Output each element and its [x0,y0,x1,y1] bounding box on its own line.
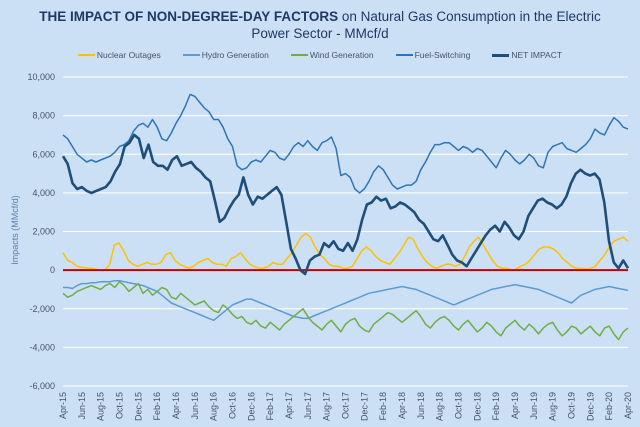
x-tick-label: Aug-17 [322,392,332,421]
x-tick-label: Aug-18 [435,392,445,421]
series-line-fuel-switching [62,93,629,194]
x-tick-label: Jun-16 [190,392,200,420]
y-tick-label: -6,000 [29,381,55,391]
x-tick-label: Aug-15 [96,392,106,421]
x-tick-label: Jun-18 [416,392,426,420]
legend-label: Hydro Generation [201,50,269,60]
y-tick-label: 4,000 [32,188,55,198]
gridlines [63,76,628,387]
x-tick-label: Aug-19 [548,392,558,421]
x-tick-label: Feb-18 [378,392,388,421]
y-tick-label: -4,000 [29,342,55,352]
series-line-nuclear-outages [62,232,629,271]
chart-title: THE IMPACT OF NON-DEGREE-DAY FACTORS on … [0,8,640,42]
x-tick-label: Feb-16 [152,392,162,421]
x-tick-label: Oct-15 [115,392,125,419]
x-tick-label: Apr-18 [397,392,407,419]
y-tick-label: 0 [50,265,55,275]
x-tick-label: Aug-16 [209,392,219,421]
legend-swatch [77,54,95,56]
x-tick-label: Apr-15 [58,392,68,419]
x-tick-label: Oct-19 [567,392,577,419]
legend-item: Wind Generation [290,50,374,60]
legend-swatch [182,54,200,56]
x-tick-label: Dec-19 [585,392,595,421]
x-tick-label: Feb-17 [265,392,275,421]
x-tick-label: Apr-16 [171,392,181,419]
title-bold: THE IMPACT OF NON-DEGREE-DAY FACTORS [39,9,339,24]
legend-label: NET IMPACT [511,50,563,60]
x-tick-label: Oct-17 [341,392,351,419]
y-tick-label: 8,000 [32,111,55,121]
x-tick-label: Jun-15 [77,392,87,420]
y-axis-label: Impacts (MMcf/d) [10,195,20,265]
y-tick-labels: 10,000 8,000 6,000 4,000 2,000 0 -2,000 -4,000 -… [27,72,55,391]
x-tick-label: Dec-17 [359,392,369,421]
legend-swatch [395,54,413,56]
legend-item: NET IMPACT [492,50,562,60]
legend: Nuclear Outages Hydro Generation Wind Gene… [0,50,640,60]
x-tick-label: Oct-16 [228,392,238,419]
x-tick-label: Dec-16 [246,392,256,421]
y-tick-label: 2,000 [32,227,55,237]
x-tick-label: Dec-18 [472,392,482,421]
legend-item: Fuel-Switching [395,50,471,60]
x-tick-labels: Apr-15 Jun-15 Aug-15 Oct-15 Dec-15 Feb-16 Apr-… [58,392,633,421]
series-lines [61,93,630,341]
legend-label: Nuclear Outages [96,50,161,60]
x-tick-label: Feb-19 [491,392,501,421]
series-line-wind-generation [62,280,629,341]
legend-label: Fuel-Switching [414,50,471,60]
x-tick-label: Apr-17 [284,392,294,419]
legend-item: Hydro Generation [182,50,269,60]
x-tick-label: Jun-17 [303,392,313,420]
x-tick-label: Jun-19 [529,392,539,420]
series-line-net-impact [61,133,630,276]
y-tick-label: 10,000 [27,72,55,82]
legend-swatch [290,54,308,56]
legend-label: Wind Generation [309,50,374,60]
x-tick-label: Dec-15 [133,392,143,421]
series-line-hydro-generation [63,279,629,322]
x-tick-label: Apr-20 [623,392,633,419]
x-tick-label: Feb-20 [604,392,614,421]
y-tick-label: 6,000 [32,149,55,159]
legend-item: Nuclear Outages [77,50,161,60]
x-tick-label: Oct-18 [454,392,464,419]
title-rest: on Natural Gas Consumption in the Electr… [338,9,601,24]
title-line2: Power Sector - MMcf/d [251,26,389,41]
legend-swatch [492,53,510,57]
y-tick-label: -2,000 [29,304,55,314]
x-tick-label: Apr-19 [510,392,520,419]
